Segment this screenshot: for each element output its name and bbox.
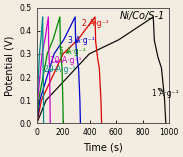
Text: 2 A·g⁻¹: 2 A·g⁻¹ xyxy=(82,19,108,28)
Text: 1 A·g⁻¹: 1 A·g⁻¹ xyxy=(152,88,179,98)
Text: Ni/Co/S-1: Ni/Co/S-1 xyxy=(120,11,165,21)
Text: 5 A·g⁻¹: 5 A·g⁻¹ xyxy=(59,47,86,56)
Text: 3 A·g⁻¹: 3 A·g⁻¹ xyxy=(68,36,95,45)
Text: 10 A·g⁻¹: 10 A·g⁻¹ xyxy=(50,56,81,65)
Y-axis label: Potential (V): Potential (V) xyxy=(4,35,14,96)
Text: 20 A·g⁻¹: 20 A·g⁻¹ xyxy=(44,65,76,73)
X-axis label: Time (s): Time (s) xyxy=(83,143,123,153)
